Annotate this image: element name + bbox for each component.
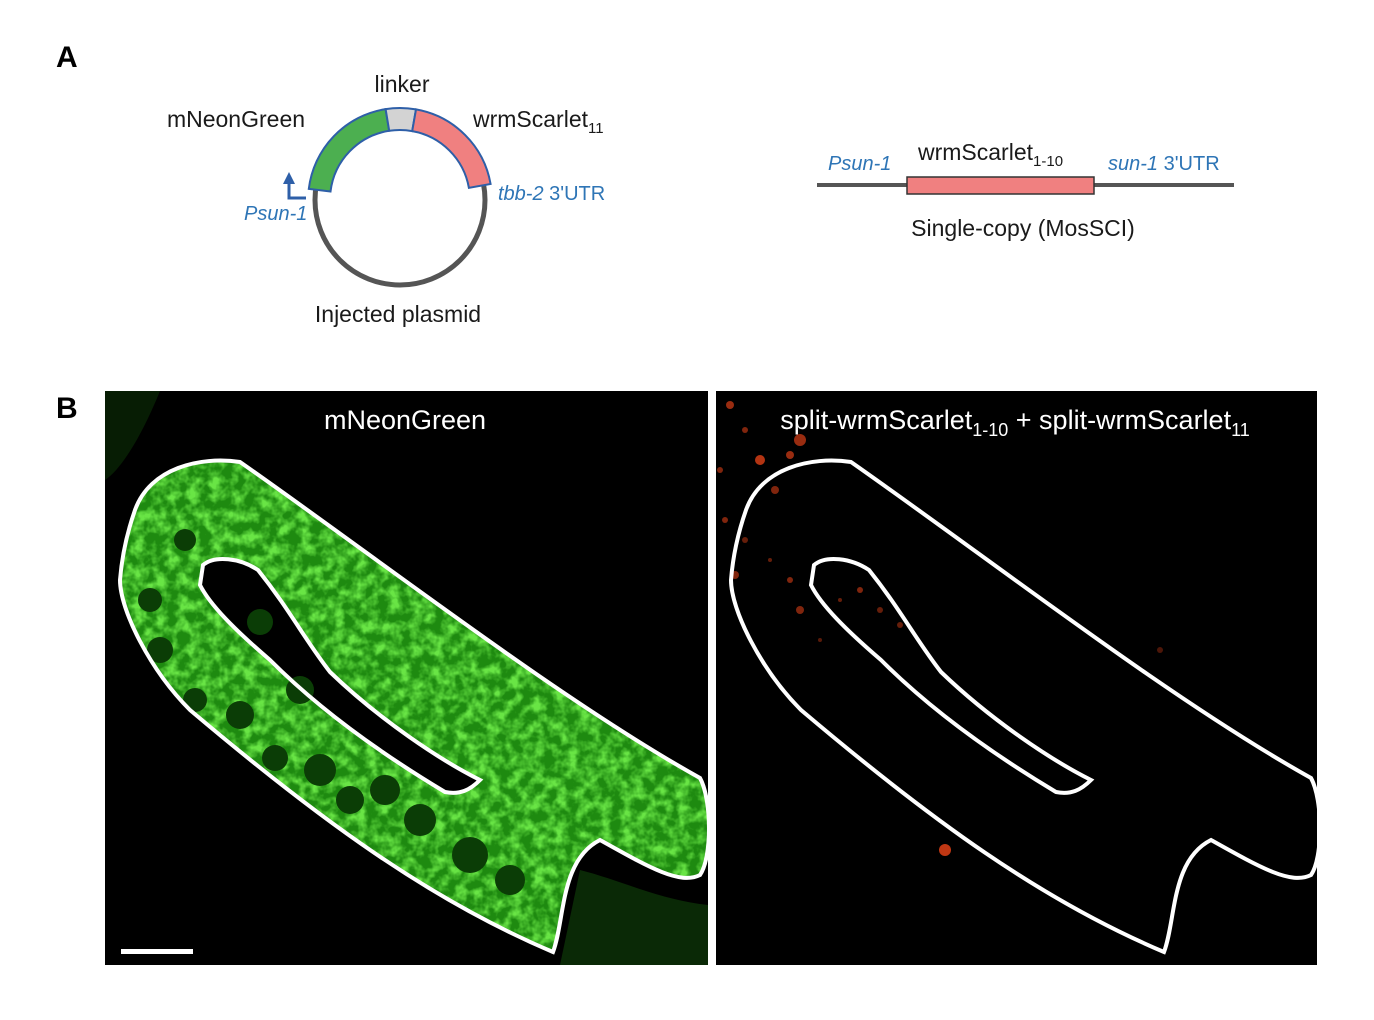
single-copy-gene-label: wrmScarlet1-10 — [917, 139, 1063, 170]
scale-bar — [121, 949, 193, 954]
plasmid-caption: Injected plasmid — [315, 301, 481, 327]
single-copy-promoter-label: Psun-1 — [828, 153, 891, 175]
wrmscarlet11-segment — [411, 108, 492, 189]
wrmscarlet1-10-box — [906, 176, 1095, 195]
single-copy-diagram — [817, 176, 1234, 195]
plasmid-label-linker: linker — [375, 71, 430, 97]
left-micrograph-title: mNeonGreen — [324, 405, 486, 435]
plasmid-utr-label: tbb-2 3'UTR — [498, 183, 605, 205]
plasmid-diagram — [283, 106, 492, 288]
plasmid-label-mneongreen: mNeonGreen — [167, 106, 305, 132]
gonad-outline-right — [728, 458, 1317, 955]
plasmid-promoter-label: Psun-1 — [244, 203, 307, 225]
lumen-outline-right — [808, 557, 1095, 795]
plasmid-label-wrmscarlet: wrmScarlet11 — [472, 106, 604, 137]
panel-a-letter: A — [56, 41, 78, 74]
gonad-outline-left — [117, 458, 708, 955]
mneongreen-segment — [307, 107, 391, 193]
single-copy-utr-label: sun-1 3'UTR — [1108, 153, 1220, 175]
lumen-outline-left — [197, 557, 484, 795]
right-micrograph-title: split-wrmScarlet1-10 + split-wrmScarlet1… — [780, 405, 1250, 440]
promoter-arrow-icon — [283, 172, 306, 200]
single-copy-caption: Single-copy (MosSCI) — [911, 215, 1135, 241]
mneongreen-micrograph — [105, 391, 708, 965]
linker-segment — [384, 106, 418, 133]
wrmscarlet-micrograph — [716, 391, 1317, 965]
panel-b-letter: B — [56, 392, 78, 425]
